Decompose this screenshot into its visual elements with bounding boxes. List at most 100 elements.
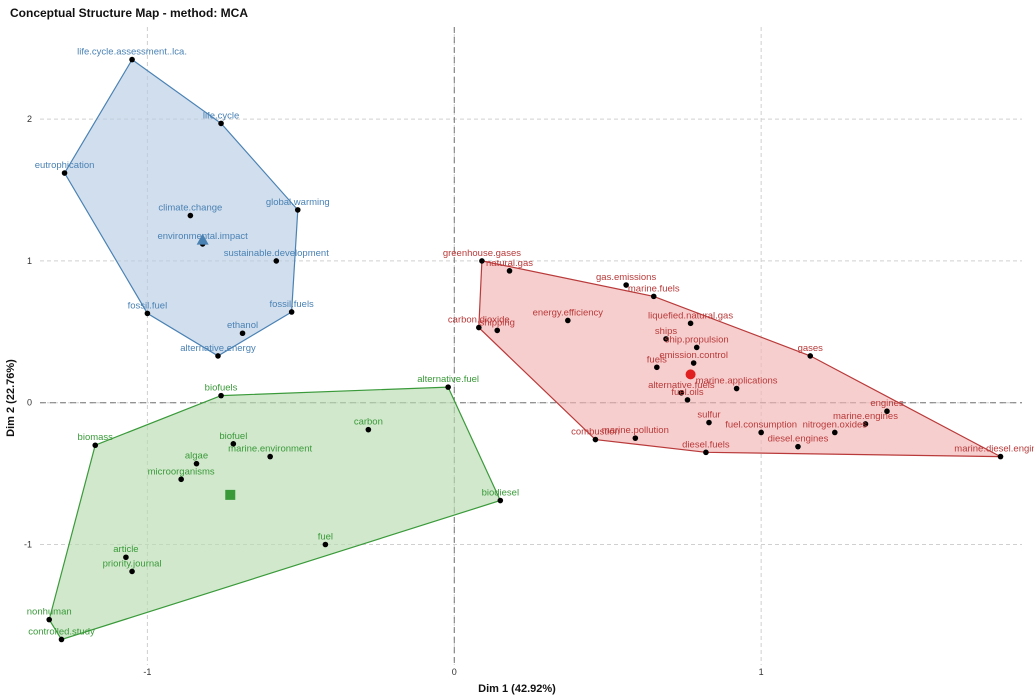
data-point	[92, 442, 99, 449]
point-label: emission.control	[659, 350, 728, 361]
data-point	[479, 258, 485, 264]
data-point	[862, 421, 869, 427]
data-point	[506, 268, 513, 274]
x-tick-label: -1	[143, 667, 151, 677]
point-label: algae	[185, 451, 208, 462]
point-label: fuel.oils	[671, 387, 703, 398]
data-point	[684, 397, 691, 403]
data-point	[795, 443, 801, 450]
data-point	[61, 170, 68, 176]
cluster-hull-1	[63, 58, 299, 357]
data-point	[592, 436, 599, 443]
cluster-centroid-1	[196, 233, 209, 245]
data-point	[476, 324, 482, 331]
point-label: energy.efficiency	[533, 307, 604, 318]
point-label: global.warming	[266, 197, 330, 208]
data-point	[215, 353, 221, 359]
data-point	[294, 207, 301, 213]
point-label: sulfur	[697, 410, 720, 421]
data-point	[703, 449, 709, 456]
point-label: gas.emissions	[596, 272, 656, 283]
data-point	[129, 56, 135, 63]
x-tick-label: 0	[452, 667, 457, 677]
point-label: priority.journal	[103, 558, 162, 569]
data-point	[46, 616, 53, 623]
cluster-hull-3	[478, 260, 1001, 458]
data-point	[565, 317, 571, 324]
point-label: carbon	[354, 417, 383, 428]
data-point	[494, 327, 501, 334]
point-label: life.cycle.assessment..lca.	[77, 47, 187, 58]
point-label: biofuels	[205, 383, 238, 394]
point-label: engines	[870, 398, 904, 409]
data-point	[678, 389, 685, 396]
chart-title: Conceptual Structure Map - method: MCA	[10, 6, 249, 20]
point-label: controlled.study	[28, 626, 95, 637]
point-label: alternative.energy	[180, 343, 256, 354]
y-axis-label: Dim 2 (22.76%)	[5, 359, 17, 437]
data-point	[497, 497, 504, 504]
data-point	[832, 429, 838, 436]
data-point	[623, 282, 629, 288]
point-label: biofuel	[219, 431, 247, 442]
data-point	[654, 364, 660, 371]
point-label: marine.applications	[696, 376, 778, 387]
data-point	[690, 360, 697, 366]
point-label: biodiesel	[482, 488, 520, 499]
x-tick-label: 1	[759, 667, 764, 677]
x-axis-label: Dim 1 (42.92%)	[478, 683, 556, 695]
point-label: liquefied.natural.gas	[648, 310, 733, 321]
data-point	[322, 541, 329, 548]
data-point	[187, 212, 194, 219]
point-label: fuel	[318, 531, 333, 542]
y-tick-label: -1	[24, 539, 32, 549]
data-point	[218, 120, 224, 127]
data-point	[884, 408, 890, 415]
point-label: marine.fuels	[628, 283, 680, 294]
point-label: nitrogen.oxides	[803, 419, 868, 430]
point-label: combustion	[571, 427, 620, 438]
data-point	[193, 460, 200, 467]
point-label: shipping	[480, 317, 515, 328]
point-label: diesel.fuels	[682, 439, 730, 450]
point-label: fossil.fuel	[128, 300, 168, 311]
data-point	[178, 476, 184, 483]
point-label: gases	[798, 343, 824, 354]
data-point	[650, 293, 657, 300]
data-point	[129, 568, 135, 575]
point-label: marine.engines	[833, 411, 898, 422]
data-point	[807, 353, 814, 359]
data-point	[663, 336, 669, 342]
cluster-centroid-2	[225, 489, 236, 500]
point-label: nonhuman	[27, 607, 72, 618]
point-label: diesel.engines	[768, 434, 829, 445]
point-label: biomass	[78, 432, 114, 443]
y-tick-label: 1	[27, 256, 32, 266]
data-point	[267, 453, 273, 460]
data-point	[218, 392, 224, 399]
point-label: ethanol	[227, 320, 258, 331]
point-label: fossil.fuels	[269, 299, 314, 310]
data-point	[273, 258, 280, 264]
data-point	[687, 320, 694, 327]
point-label: ship.propulsion	[665, 334, 729, 345]
data-point	[997, 453, 1004, 460]
data-point	[230, 441, 237, 447]
point-label: fuel.consumption	[725, 419, 797, 430]
point-label: sustainable.development	[224, 248, 329, 259]
data-point	[58, 636, 65, 643]
point-label: climate.change	[158, 203, 222, 214]
point-label: alternative.fuels	[648, 380, 715, 391]
data-point	[365, 426, 372, 433]
point-label: marine.diesel.engines	[954, 444, 1034, 455]
data-point	[693, 344, 700, 351]
data-point	[733, 385, 740, 392]
point-label: natural.gas	[486, 258, 533, 269]
point-label: ships	[655, 326, 677, 337]
data-point	[632, 435, 639, 441]
data-point	[706, 419, 712, 426]
point-label: greenhouse.gases	[443, 248, 521, 259]
point-label: fuels	[647, 354, 667, 365]
data-point	[239, 330, 246, 337]
